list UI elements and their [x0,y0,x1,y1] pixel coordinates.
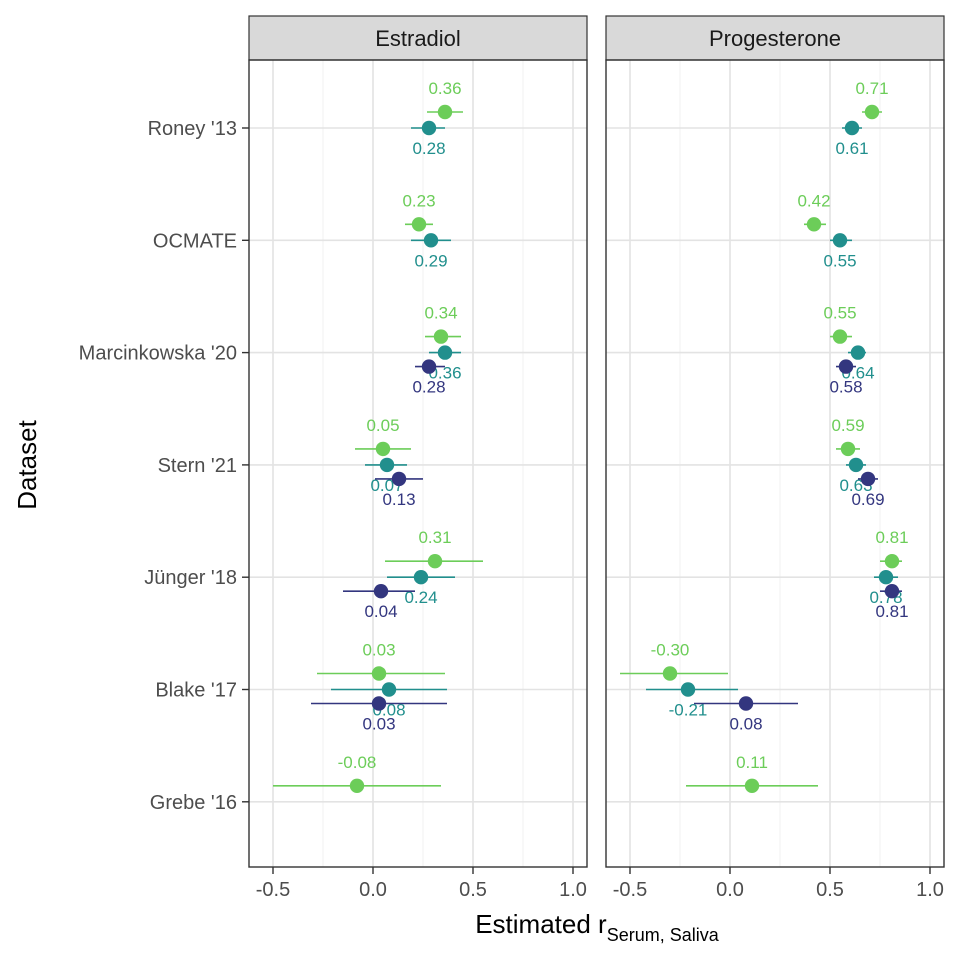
x-tick-label: 0.0 [716,879,744,901]
x-tick-label: -0.5 [613,879,647,901]
y-tick-label: Jünger '18 [144,567,237,589]
facet-strip-label: Progesterone [709,26,841,51]
data-point [884,584,900,599]
data-label: 0.05 [366,416,399,435]
data-point [806,217,822,232]
data-point [423,233,439,248]
data-label: 0.29 [414,251,447,270]
x-tick-label: 0.5 [816,879,844,901]
data-point [864,104,880,120]
x-axis-title: Estimated rSerum, Saliva [475,909,720,945]
data-point [433,329,449,344]
y-axis: Roney '13 OCMATE Marcinkowska '20 Stern '21… [79,118,249,814]
y-axis-title: Dataset [12,419,42,509]
panel-border [605,59,945,868]
data-point [838,359,854,374]
y-tick-label: OCMATE [153,230,237,252]
data-label: 0.36 [428,364,461,383]
y-tick-label: Marcinkowska '20 [79,343,237,365]
data-point [411,217,427,232]
data-point [850,345,866,360]
data-point [373,584,389,599]
data-label: 0.69 [851,490,884,509]
panel-background [606,60,944,867]
data-label: 0.36 [428,79,461,98]
data-point [371,666,387,681]
data-point [744,778,760,793]
panel-progesterone: Progesterone0.710.610.420.550.550.640.58… [605,15,945,901]
data-point [379,457,395,473]
data-point [738,696,754,711]
data-label: 0.13 [382,490,415,509]
data-label: 0.28 [412,378,445,397]
facet-strip [605,15,945,61]
data-point [349,778,365,793]
x-axis-title-subscript: Serum, Saliva [607,925,720,945]
x-tick-label: 0.0 [359,879,387,901]
data-point [848,457,864,473]
data-label: -0.30 [651,641,690,660]
data-point [840,441,856,457]
data-label: 0.23 [402,191,435,210]
data-point [413,570,429,585]
x-tick-label: 1.0 [559,879,587,901]
data-point [832,233,848,248]
data-label: 0.55 [823,251,856,270]
data-label: 0.55 [823,304,856,323]
data-label: 0.11 [736,753,768,772]
data-point [391,471,407,487]
facet-strip-label: Estradiol [375,26,461,51]
data-label: 0.61 [835,139,868,158]
data-point [884,554,900,569]
data-label: 0.24 [404,588,437,607]
data-point [844,120,860,136]
data-point [878,570,894,585]
x-tick-label: 1.0 [916,879,944,901]
data-label: 0.08 [729,715,762,734]
data-point [371,696,387,711]
x-tick-label: 0.5 [459,879,487,901]
x-tick-label: -0.5 [256,879,290,901]
data-label: 0.31 [418,528,451,547]
data-point [421,120,437,136]
y-tick-label: Roney '13 [148,118,237,140]
data-point [680,682,696,697]
data-point [832,329,848,344]
data-point [421,359,437,374]
data-label: 0.03 [362,641,395,660]
data-label: 0.81 [875,602,908,621]
data-label: 0.42 [797,191,830,210]
y-tick-label: Blake '17 [155,680,237,702]
panel-estradiol: Estradiol0.360.280.230.290.340.360.280.0… [248,15,588,901]
facet-strip [248,15,588,61]
data-point [381,682,397,697]
data-point [375,441,391,457]
data-label: 0.71 [855,79,888,98]
x-axis-title-main: Estimated r [475,909,607,939]
data-label: -0.21 [669,701,708,720]
y-tick-label: Stern '21 [158,455,237,477]
data-label: 0.04 [364,602,397,621]
data-point [437,345,453,360]
panels: Estradiol0.360.280.230.290.340.360.280.0… [248,15,945,901]
data-label: 0.03 [362,715,395,734]
panel-background [249,60,587,867]
y-tick-label: Grebe '16 [150,792,237,814]
data-label: 0.34 [424,304,457,323]
data-label: 0.59 [831,416,864,435]
panel-border [248,59,588,868]
data-label: -0.08 [338,753,377,772]
data-label: 0.81 [875,528,908,547]
data-point [860,471,876,487]
data-label: 0.58 [829,378,862,397]
data-label: 0.28 [412,139,445,158]
data-point [662,666,678,681]
data-point [437,104,453,120]
data-point [427,554,443,569]
